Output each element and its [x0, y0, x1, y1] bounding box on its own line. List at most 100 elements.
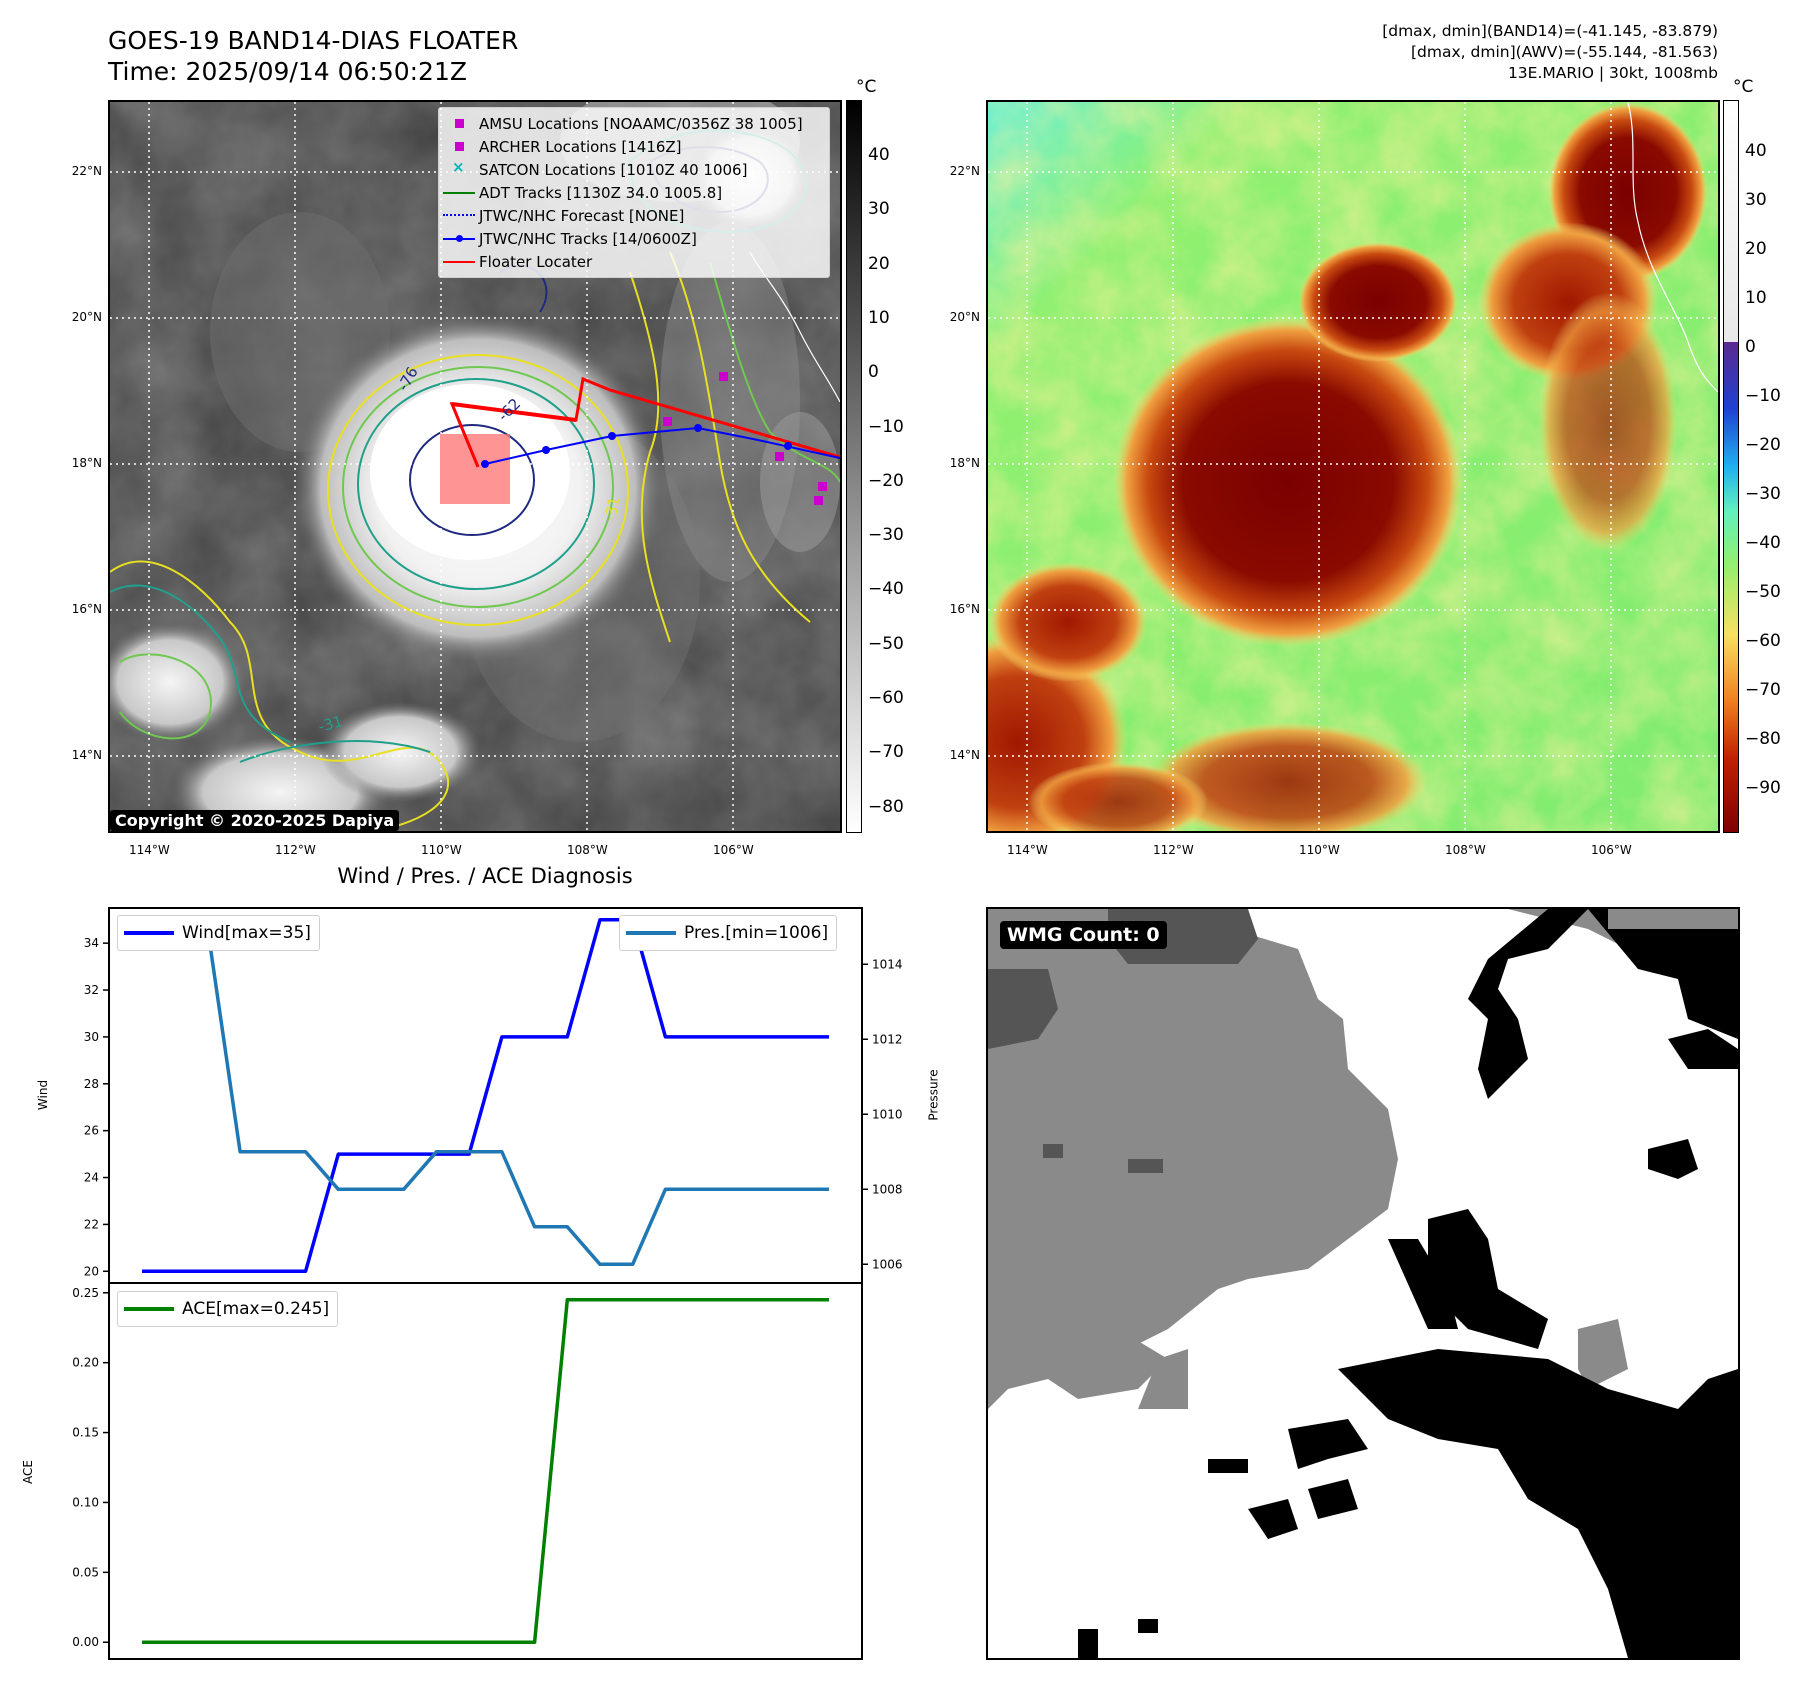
ace-tick-label: 0.20: [72, 1356, 99, 1370]
colorbar-tick-label: −10: [1745, 386, 1781, 406]
awv-colorbar-unit: °C: [1733, 77, 1754, 97]
lat-tick-label: 16°N: [949, 602, 980, 616]
awv-map-image: [988, 102, 1718, 831]
wmg-count-label: WMG Count: 0: [1000, 921, 1167, 949]
wind-axis-label: Wind: [36, 1079, 51, 1111]
lon-tick-label: 112°W: [1153, 843, 1194, 857]
ace-tick-label: 0.10: [72, 1495, 99, 1509]
ace-tick-label: 0.15: [72, 1426, 99, 1440]
wind-tick-label: 30: [84, 1030, 99, 1044]
colorbar-tick-label: −20: [1745, 435, 1781, 455]
colorbar-tick-label: 10: [1745, 288, 1767, 308]
chart-title: Wind / Pres. / ACE Diagnosis: [337, 864, 633, 888]
ace-tick-label: 0.05: [72, 1565, 99, 1579]
contour-label: -31: [316, 712, 344, 736]
colorbar-tick-label: −90: [1745, 778, 1781, 798]
ir-map-panel: -76 -62 -31 -31 AMSU Locations [NOAAMC/0…: [108, 100, 842, 833]
ir-legend-entry: JTWC/NHC Tracks [14/0600Z]: [439, 227, 829, 250]
colorbar-tick-label: −80: [868, 796, 904, 817]
ace-axes: [108, 1282, 863, 1660]
pressure-legend-line: [626, 931, 676, 935]
wind-legend-line: [124, 931, 174, 935]
pressure-tick-label: 1006: [872, 1257, 903, 1271]
ir-legend-label: ARCHER Locations [1416Z]: [479, 137, 682, 156]
ir-legend-entry: JTWC/NHC Forecast [NONE]: [439, 204, 829, 227]
wind-legend: Wind[max=35]: [117, 915, 320, 951]
colorbar-tick-label: −70: [1745, 680, 1781, 700]
wind-tick-label: 20: [84, 1264, 99, 1278]
colorbar-tick-label: −10: [868, 416, 904, 437]
colorbar-tick-label: −20: [868, 470, 904, 491]
ace-legend: ACE[max=0.245]: [117, 1291, 339, 1327]
ir-legend-symbol: [439, 250, 479, 273]
pressure-axis-label: Pressure: [926, 1069, 941, 1121]
ir-legend-symbol: [439, 135, 479, 158]
pressure-tick-label: 1014: [872, 957, 903, 971]
pressure-legend-label: Pres.[min=1006]: [684, 923, 829, 943]
ir-colorbar: [846, 100, 862, 833]
colorbar-tick-label: 30: [1745, 190, 1767, 210]
ir-legend-entry: × SATCON Locations [1010Z 40 1006]: [439, 158, 829, 181]
ace-legend-line: [124, 1307, 174, 1311]
lat-tick-label: 22°N: [949, 164, 980, 178]
colorbar-tick-label: −50: [1745, 582, 1781, 602]
pressure-tick-label: 1012: [872, 1032, 903, 1046]
lon-tick-label: 114°W: [129, 843, 170, 857]
ir-legend-label: JTWC/NHC Forecast [NONE]: [479, 206, 685, 225]
ace-axis-label: ACE: [20, 1460, 35, 1484]
info-line3: 13E.MARIO | 30kt, 1008mb: [1507, 64, 1718, 82]
pressure-legend: Pres.[min=1006]: [619, 915, 838, 951]
lat-tick-label: 14°N: [71, 748, 102, 762]
colorbar-tick-label: 20: [868, 253, 890, 274]
ace-series-line: [142, 1298, 829, 1644]
awv-colorbar: [1723, 100, 1739, 833]
wind-legend-label: Wind[max=35]: [182, 923, 311, 943]
colorbar-tick-label: −30: [1745, 484, 1781, 504]
pressure-series-line: [142, 925, 829, 1267]
lat-tick-label: 18°N: [949, 456, 980, 470]
lon-tick-label: 112°W: [275, 843, 316, 857]
info-line1: [dmax, dmin](BAND14)=(-41.145, -83.879): [1382, 22, 1718, 40]
lat-tick-label: 14°N: [949, 748, 980, 762]
colorbar-tick-label: −60: [868, 688, 904, 708]
ir-legend: AMSU Locations [NOAAMC/0356Z 38 1005] ARC…: [438, 107, 830, 278]
figure-title-line2: Time: 2025/09/14 06:50:21Z: [108, 57, 467, 86]
ir-legend-label: ADT Tracks [1130Z 34.0 1005.8]: [479, 183, 723, 202]
lat-tick-label: 18°N: [71, 456, 102, 470]
wind-tick-label: 28: [84, 1077, 99, 1091]
ir-legend-symbol: ×: [452, 158, 465, 176]
ir-legend-label: AMSU Locations [NOAAMC/0356Z 38 1005]: [479, 114, 803, 133]
lat-tick-label: 16°N: [71, 602, 102, 616]
wind-tick-label: 32: [84, 983, 99, 997]
colorbar-tick-label: 40: [1745, 141, 1767, 161]
copyright-label: Copyright © 2020-2025 Dapiya: [110, 810, 400, 831]
ir-legend-entry: ARCHER Locations [1416Z]: [439, 135, 829, 158]
ir-legend-symbol: [439, 181, 479, 204]
wmg-panel: WMG Count: 0: [986, 907, 1740, 1660]
lon-tick-label: 110°W: [1299, 843, 1340, 857]
wmg-image: [988, 909, 1738, 1658]
ir-legend-symbol: [439, 112, 479, 135]
colorbar-tick-label: −60: [1745, 631, 1781, 651]
ir-legend-entry: ADT Tracks [1130Z 34.0 1005.8]: [439, 181, 829, 204]
pressure-tick-label: 1008: [872, 1182, 903, 1196]
awv-map-panel: [986, 100, 1720, 833]
ir-legend-symbol: [439, 227, 479, 250]
colorbar-tick-label: 0: [868, 362, 879, 383]
ace-tick-label: 0.25: [72, 1286, 99, 1300]
ir-legend-label: JTWC/NHC Tracks [14/0600Z]: [479, 229, 697, 248]
pressure-tick-label: 1010: [872, 1107, 903, 1121]
ir-colorbar-unit: °C: [856, 77, 877, 97]
ace-tick-label: 0.00: [72, 1635, 99, 1649]
ir-legend-entry: AMSU Locations [NOAAMC/0356Z 38 1005]: [439, 112, 829, 135]
lon-tick-label: 110°W: [421, 843, 462, 857]
colorbar-tick-label: 0: [1745, 337, 1756, 357]
lon-tick-label: 106°W: [1591, 843, 1632, 857]
colorbar-tick-label: −70: [868, 742, 904, 763]
colorbar-tick-label: 10: [868, 307, 890, 328]
colorbar-tick-label: −40: [1745, 533, 1781, 553]
ir-legend-label: Floater Locater: [479, 252, 593, 271]
wind-tick-label: 26: [84, 1124, 99, 1138]
colorbar-tick-label: −40: [868, 579, 904, 600]
lon-tick-label: 114°W: [1007, 843, 1048, 857]
